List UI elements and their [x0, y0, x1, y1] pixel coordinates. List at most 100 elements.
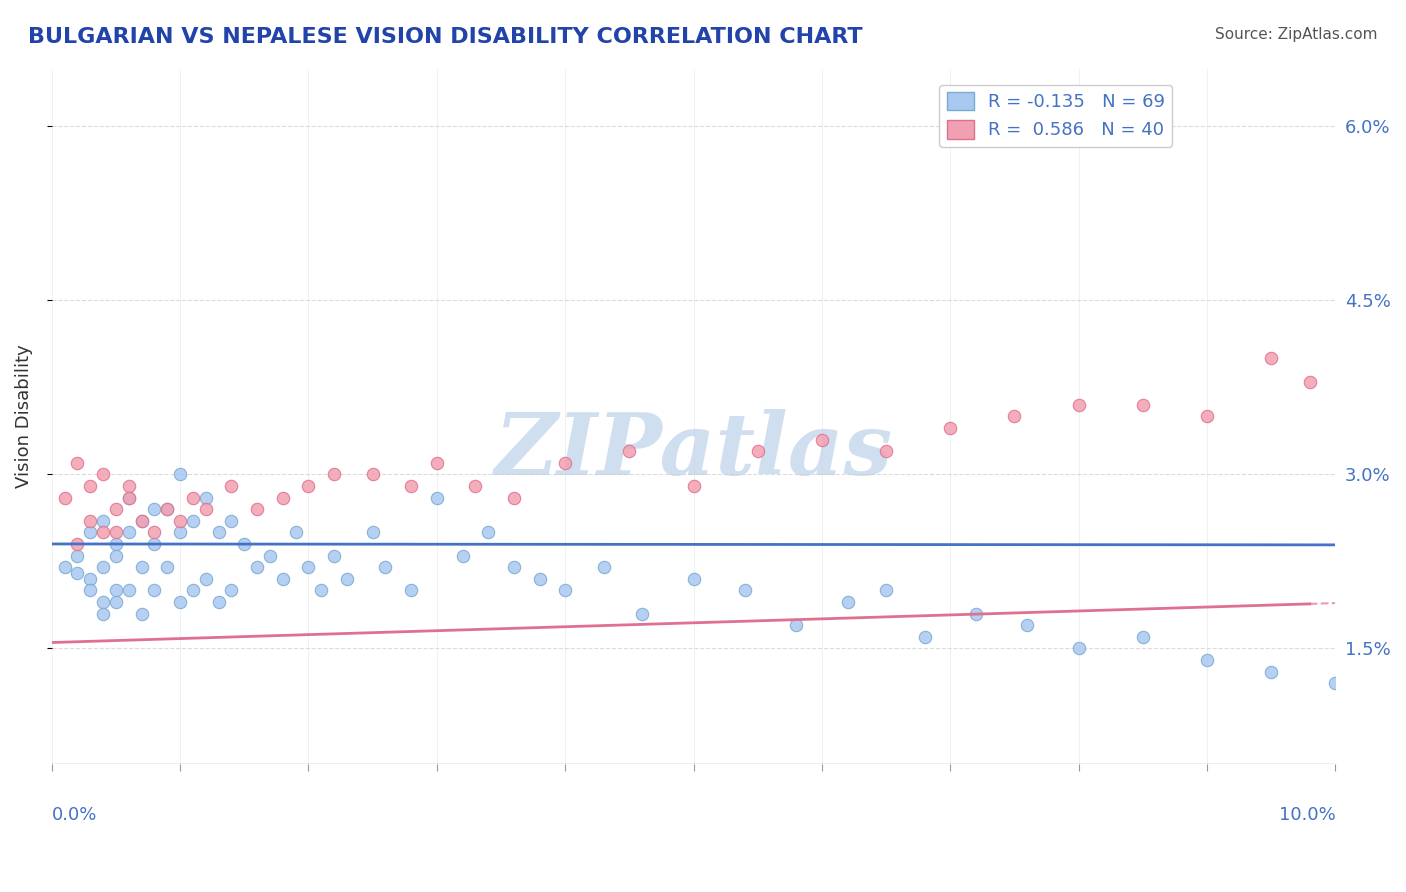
Point: [246, 502, 269, 516]
Point: [1195, 653, 1218, 667]
Point: [785, 618, 807, 632]
Point: [939, 421, 962, 435]
Point: [682, 479, 704, 493]
Point: [875, 583, 897, 598]
Point: [143, 525, 166, 540]
Point: [477, 525, 499, 540]
Point: [91, 607, 114, 621]
Point: [529, 572, 551, 586]
Point: [143, 583, 166, 598]
Point: [965, 607, 987, 621]
Point: [1299, 375, 1322, 389]
Point: [194, 491, 217, 505]
Point: [118, 491, 141, 505]
Legend: R = -0.135   N = 69, R =  0.586   N = 40: R = -0.135 N = 69, R = 0.586 N = 40: [939, 85, 1173, 146]
Point: [194, 572, 217, 586]
Point: [131, 514, 153, 528]
Point: [811, 433, 834, 447]
Text: ZIPatlas: ZIPatlas: [495, 409, 893, 493]
Point: [79, 479, 101, 493]
Point: [592, 560, 614, 574]
Point: [156, 502, 179, 516]
Point: [311, 583, 333, 598]
Point: [104, 525, 127, 540]
Text: 0.0%: 0.0%: [52, 806, 97, 824]
Point: [131, 560, 153, 574]
Point: [221, 479, 243, 493]
Point: [297, 479, 319, 493]
Point: [66, 537, 89, 551]
Point: [53, 560, 76, 574]
Point: [502, 491, 524, 505]
Y-axis label: Vision Disability: Vision Disability: [15, 344, 32, 488]
Point: [361, 525, 384, 540]
Point: [1260, 351, 1282, 366]
Point: [399, 583, 422, 598]
Point: [259, 549, 281, 563]
Point: [118, 583, 141, 598]
Point: [169, 525, 191, 540]
Point: [271, 572, 294, 586]
Point: [207, 595, 229, 609]
Point: [79, 525, 101, 540]
Point: [426, 491, 449, 505]
Point: [53, 491, 76, 505]
Point: [682, 572, 704, 586]
Text: BULGARIAN VS NEPALESE VISION DISABILITY CORRELATION CHART: BULGARIAN VS NEPALESE VISION DISABILITY …: [28, 27, 863, 46]
Point: [271, 491, 294, 505]
Point: [464, 479, 486, 493]
Point: [426, 456, 449, 470]
Point: [619, 444, 641, 458]
Point: [361, 467, 384, 482]
Point: [104, 549, 127, 563]
Point: [1132, 630, 1154, 644]
Point: [194, 502, 217, 516]
Point: [323, 549, 346, 563]
Point: [79, 514, 101, 528]
Point: [1004, 409, 1026, 424]
Point: [284, 525, 307, 540]
Point: [104, 502, 127, 516]
Point: [143, 537, 166, 551]
Point: [554, 456, 576, 470]
Point: [374, 560, 396, 574]
Point: [451, 549, 474, 563]
Text: Source: ZipAtlas.com: Source: ZipAtlas.com: [1215, 27, 1378, 42]
Point: [297, 560, 319, 574]
Point: [233, 537, 256, 551]
Point: [181, 514, 204, 528]
Point: [399, 479, 422, 493]
Point: [143, 502, 166, 516]
Point: [118, 479, 141, 493]
Point: [207, 525, 229, 540]
Point: [837, 595, 859, 609]
Point: [66, 549, 89, 563]
Point: [118, 525, 141, 540]
Point: [246, 560, 269, 574]
Point: [1195, 409, 1218, 424]
Point: [221, 583, 243, 598]
Point: [1067, 398, 1090, 412]
Point: [91, 514, 114, 528]
Point: [91, 560, 114, 574]
Point: [104, 537, 127, 551]
Text: 10.0%: 10.0%: [1278, 806, 1336, 824]
Point: [169, 514, 191, 528]
Point: [1324, 676, 1347, 690]
Point: [336, 572, 359, 586]
Point: [502, 560, 524, 574]
Point: [169, 467, 191, 482]
Point: [1017, 618, 1039, 632]
Point: [554, 583, 576, 598]
Point: [66, 566, 89, 580]
Point: [104, 583, 127, 598]
Point: [131, 607, 153, 621]
Point: [91, 595, 114, 609]
Point: [631, 607, 654, 621]
Point: [66, 456, 89, 470]
Point: [156, 560, 179, 574]
Point: [747, 444, 769, 458]
Point: [875, 444, 897, 458]
Point: [221, 514, 243, 528]
Point: [91, 467, 114, 482]
